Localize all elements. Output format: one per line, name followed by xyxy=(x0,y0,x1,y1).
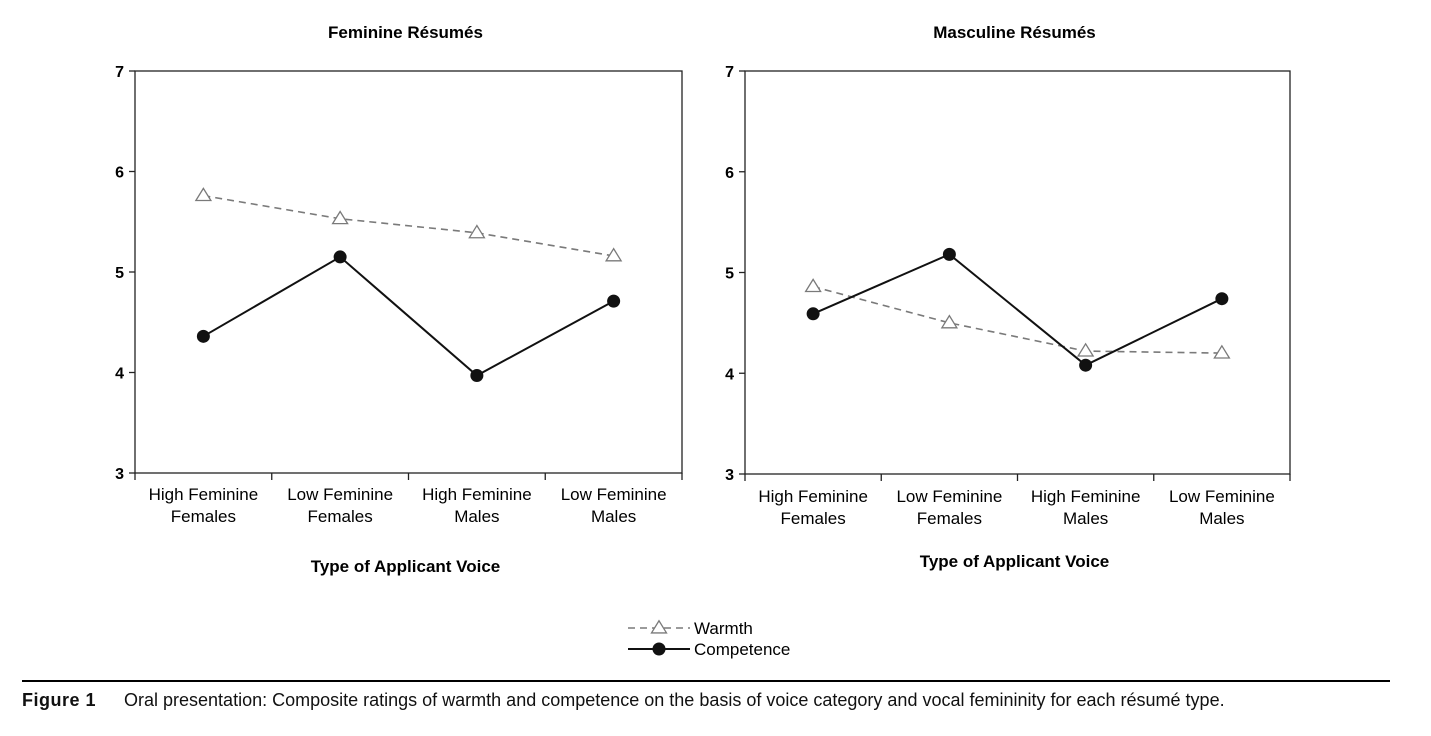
legend-warmth-label: Warmth xyxy=(694,619,753,638)
warmth-point xyxy=(1076,342,1095,357)
x-category-label: Females xyxy=(308,507,373,526)
x-category-label: Females xyxy=(917,509,982,528)
competence-point xyxy=(1215,292,1229,306)
y-tick-label: 3 xyxy=(725,467,734,484)
x-category-label: Males xyxy=(1063,509,1108,528)
x-axis-title: Type of Applicant Voice xyxy=(311,557,501,576)
x-category-label: Females xyxy=(171,507,236,526)
legend: Warmth Competence xyxy=(628,619,790,659)
competence-point xyxy=(470,369,484,383)
y-tick-label: 4 xyxy=(115,366,124,383)
chart-panel-2: 3 4 5 6 7 High Feminine Females Low Feminine Fem… xyxy=(725,23,1291,571)
y-tick-label: 7 xyxy=(725,64,734,81)
warmth-series-line xyxy=(812,285,1222,354)
x-category-label: High Feminine xyxy=(758,487,868,506)
y-tick-label: 6 xyxy=(725,165,734,182)
competence-point xyxy=(607,294,621,308)
warmth-series-line xyxy=(203,194,614,257)
x-category-label: Low Feminine xyxy=(561,485,667,504)
x-axis-title: Type of Applicant Voice xyxy=(920,552,1110,571)
y-tick-label: 6 xyxy=(115,165,124,182)
warmth-point xyxy=(940,314,959,329)
warmth-point xyxy=(468,224,486,239)
y-tick-label: 7 xyxy=(115,64,124,81)
caption-text: Oral presentation: Composite ratings of … xyxy=(124,690,1225,710)
competence-point xyxy=(1079,358,1093,372)
x-category-label: Males xyxy=(454,507,499,526)
plot-frame xyxy=(744,70,1291,475)
competence-series-line xyxy=(202,255,615,377)
x-category-label: High Feminine xyxy=(422,485,532,504)
legend-competence-label: Competence xyxy=(694,640,790,659)
figure-label: Figure 1 xyxy=(22,690,97,710)
x-category-label: High Feminine xyxy=(149,485,259,504)
y-tick-label: 5 xyxy=(115,265,124,282)
caption-rule xyxy=(22,680,1390,682)
x-category-label: Low Feminine xyxy=(287,485,393,504)
warmth-point xyxy=(331,210,349,225)
warmth-point xyxy=(194,187,213,202)
figure-caption: Figure 1 Oral presentation: Composite rat… xyxy=(22,690,1422,711)
chart-panel-1: 3 4 5 6 7 High Feminine Females Low Feminine Fem… xyxy=(115,23,683,576)
legend-warmth-marker xyxy=(650,619,668,634)
x-category-label: Males xyxy=(1199,509,1244,528)
competence-series-line xyxy=(812,253,1223,367)
warmth-point xyxy=(604,247,623,262)
panel-title: Masculine Résumés xyxy=(933,23,1096,42)
plot-frame xyxy=(134,70,683,474)
competence-point xyxy=(942,247,956,261)
x-category-label: Females xyxy=(781,509,846,528)
x-category-label: Males xyxy=(591,507,636,526)
y-tick-label: 4 xyxy=(725,366,734,383)
legend-competence-marker xyxy=(652,642,666,656)
competence-point xyxy=(333,250,347,264)
panel-title: Feminine Résumés xyxy=(328,23,483,42)
x-category-label: High Feminine xyxy=(1031,487,1141,506)
competence-point xyxy=(196,329,210,343)
x-category-label: Low Feminine xyxy=(896,487,1002,506)
y-tick-label: 3 xyxy=(115,466,124,483)
competence-point xyxy=(806,307,820,321)
warmth-point xyxy=(804,278,822,293)
x-category-label: Low Feminine xyxy=(1169,487,1275,506)
y-tick-label: 5 xyxy=(725,266,734,283)
warmth-point xyxy=(1213,344,1231,359)
